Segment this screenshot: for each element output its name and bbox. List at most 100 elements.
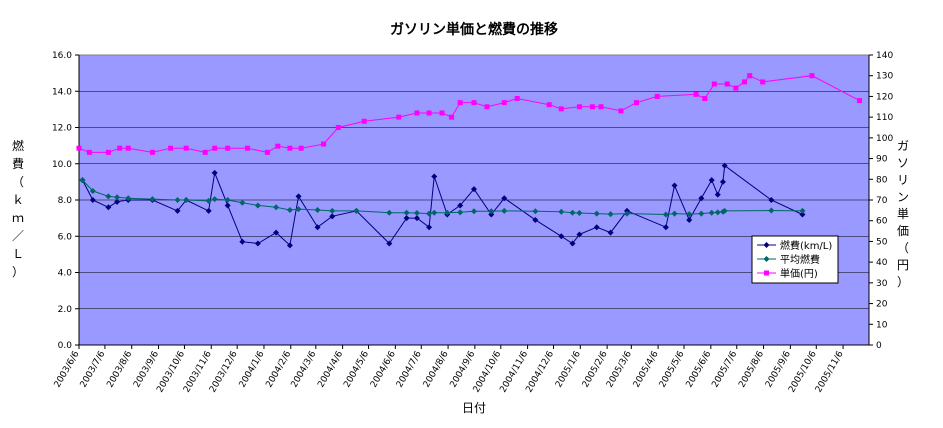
data-point	[598, 104, 604, 110]
data-point	[329, 207, 336, 214]
legend-marker	[764, 270, 769, 276]
x-tick-label: 2005/11/6	[814, 349, 846, 394]
y-tick-label-right: 0	[876, 341, 882, 351]
data-point	[211, 169, 218, 176]
data-point	[457, 100, 463, 106]
data-point	[205, 197, 212, 204]
data-point	[623, 210, 630, 217]
data-point	[471, 208, 477, 215]
axis-label-char: ）	[897, 275, 909, 289]
data-point	[799, 211, 806, 218]
data-point	[287, 145, 293, 151]
data-point	[314, 206, 321, 213]
data-point	[593, 224, 600, 231]
data-point	[711, 81, 717, 87]
y-tick-label-right: 120	[876, 92, 893, 102]
data-point	[698, 195, 705, 202]
data-point	[708, 209, 715, 216]
y-tick-label-left: 16.0	[52, 51, 72, 61]
x-tick-label: 2004/4/6	[316, 349, 345, 389]
data-point	[768, 197, 775, 203]
data-point	[501, 207, 508, 214]
data-point	[714, 209, 721, 216]
x-tick-label: 2004/1/6	[238, 349, 267, 389]
x-tick-label: 2005/7/6	[710, 349, 739, 389]
data-point	[79, 177, 86, 184]
x-tick-label: 2004/6/6	[369, 349, 398, 389]
data-point	[444, 209, 451, 216]
data-point	[149, 149, 155, 155]
data-point	[724, 81, 730, 87]
data-point	[662, 224, 669, 231]
gridlines	[79, 90, 869, 310]
data-point	[314, 224, 321, 231]
data-point	[321, 141, 327, 147]
x-tick-label: 2003/6/6	[53, 349, 82, 389]
axis-label-char: ｋ	[12, 193, 24, 207]
x-tick-label: 2003/8/6	[105, 349, 134, 389]
data-point	[671, 182, 678, 189]
axis-label-char: （	[12, 175, 24, 189]
data-point	[488, 208, 495, 215]
x-tick-label: 2003/7/6	[79, 349, 108, 389]
data-point	[273, 204, 280, 211]
data-point	[413, 210, 420, 217]
data-point	[168, 145, 174, 151]
data-point	[414, 110, 420, 116]
y-tick-label-left: 12.0	[52, 124, 72, 134]
x-tick-label: 2004/3/6	[290, 349, 319, 389]
data-point	[742, 79, 748, 85]
y-tick-label-right: 60	[876, 217, 888, 227]
data-point	[174, 197, 181, 203]
data-point	[254, 202, 261, 209]
data-point	[386, 209, 393, 216]
x-tick-label: 2005/1/6	[554, 349, 583, 389]
y-tick-label-left: 6.0	[58, 232, 73, 242]
data-point	[693, 91, 699, 97]
data-point	[286, 242, 293, 249]
data-point	[514, 96, 520, 101]
x-tick-label: 2005/4/6	[632, 349, 661, 389]
y-tick-label-right: 90	[876, 155, 888, 165]
data-point	[607, 229, 614, 236]
x-tick-label: 2005/8/6	[737, 349, 766, 389]
data-point	[457, 209, 464, 216]
y-tick-label-left: 14.0	[52, 87, 72, 97]
y-tick-label-right: 40	[876, 258, 888, 268]
data-point	[633, 100, 639, 106]
y-tick-label-right: 20	[876, 300, 888, 310]
data-point	[329, 213, 336, 220]
x-tick-label: 2004/8/6	[422, 349, 451, 389]
data-point	[295, 206, 302, 213]
data-point	[558, 208, 565, 215]
y-tick-label-right: 80	[876, 175, 888, 185]
data-point	[174, 207, 181, 214]
data-point	[245, 145, 251, 151]
data-point	[809, 73, 815, 79]
y-tick-label-left: 2.0	[58, 305, 73, 315]
data-point	[273, 229, 280, 236]
data-point	[593, 210, 600, 217]
y-tick-label-right: 110	[876, 113, 893, 123]
data-point	[89, 197, 96, 203]
chart-title: ガソリン単価と燃費の推移	[390, 21, 558, 38]
data-point	[212, 145, 218, 151]
data-point	[607, 211, 614, 218]
data-point	[254, 240, 261, 247]
data-point	[105, 149, 111, 155]
data-point	[768, 207, 775, 214]
data-point	[86, 149, 92, 155]
x-tick-label: 2003/9/6	[132, 349, 161, 389]
data-point	[149, 196, 156, 203]
legend-marker	[763, 256, 770, 262]
axis-label-char: ）	[12, 265, 24, 279]
series-layer	[76, 73, 862, 249]
data-point	[747, 73, 753, 79]
data-point	[183, 145, 189, 151]
data-point	[856, 98, 862, 104]
data-point	[211, 196, 218, 203]
series-3	[76, 73, 862, 155]
data-point	[298, 145, 304, 151]
data-point	[426, 110, 432, 116]
legend-marker	[763, 242, 770, 248]
